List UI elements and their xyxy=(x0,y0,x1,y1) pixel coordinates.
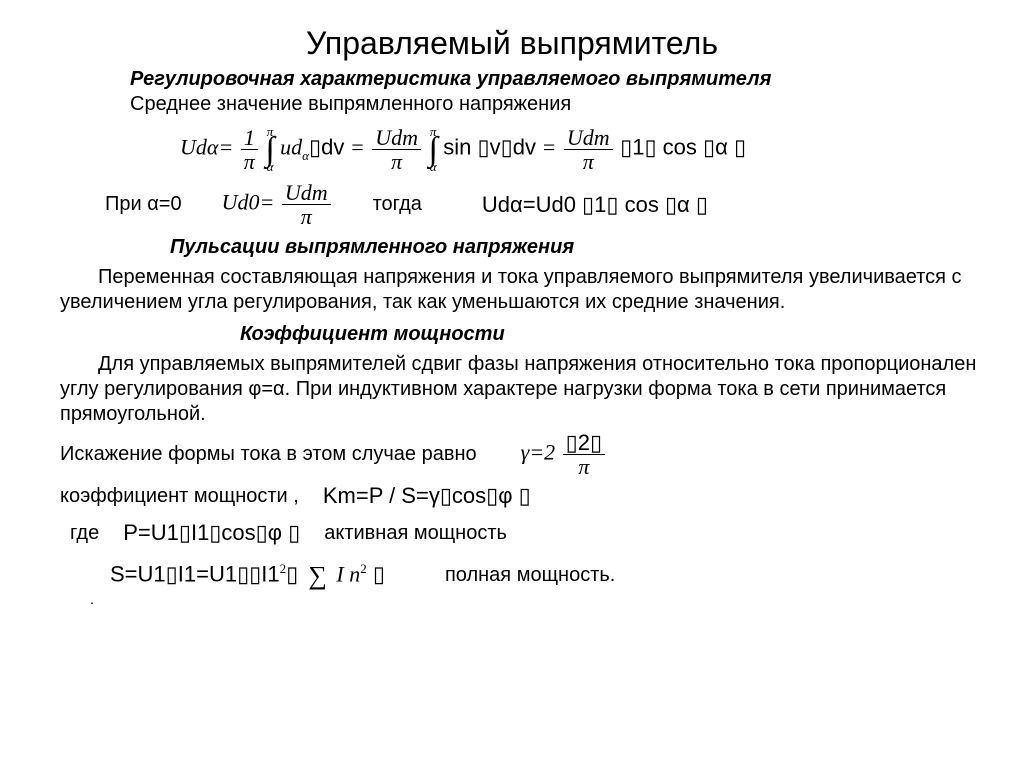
page-title: Управляемый выпрямитель xyxy=(40,25,984,62)
row-km: коэффициент мощности , Km=P / S=γ▯cos▯φ … xyxy=(60,483,984,510)
heading-regulation: Регулировочная характеристика управляемо… xyxy=(130,68,984,91)
num: Udm xyxy=(372,126,421,149)
sym: = xyxy=(529,440,544,465)
den: π xyxy=(241,149,258,173)
heading-pulsations: Пульсации выпрямленного напряжения xyxy=(170,236,984,259)
den: π xyxy=(563,454,605,478)
sym: ▯ xyxy=(286,561,304,586)
formula-ud0-row: При α=0 Ud0= Udmπ тогда Udα=Ud0 ▯1▯ cos … xyxy=(105,181,984,228)
num: Udm xyxy=(564,126,613,149)
num: Udm xyxy=(282,181,331,204)
sym: ▯dv xyxy=(309,135,344,160)
sym: S=U1▯I1=U1▯▯I1 xyxy=(110,561,280,586)
integral-icon: ∫ xyxy=(428,138,437,162)
sym: = xyxy=(350,135,365,160)
row-gamma: Искажение формы тока в этом случае равно… xyxy=(60,431,984,478)
sum-icon: ∑ xyxy=(308,561,327,591)
sym: 2 xyxy=(544,440,555,465)
row-full-power: S=U1▯I1=U1▯▯I12▯ ∑ I n2 ▯ полная мощност… xyxy=(110,561,984,591)
formula-p: P=U1▯I1▯cos▯φ ▯ xyxy=(123,520,300,546)
para-pulsations: Переменная составляющая напряжения и ток… xyxy=(60,265,984,315)
text-coef-label: коэффициент мощности , xyxy=(60,485,299,508)
trailing-dot: . xyxy=(90,591,984,607)
formula-udalpha-short: Udα=Ud0 ▯1▯ cos ▯α ▯ xyxy=(482,192,708,218)
sym: = xyxy=(541,135,556,160)
formula-km: Km=P / S=γ▯cos▯φ ▯ xyxy=(323,483,531,509)
integral-icon: ∫ xyxy=(265,138,274,162)
sym: ud xyxy=(280,135,302,160)
text-avg-value: Среднее значение выпрямленного напряжени… xyxy=(130,93,984,116)
int-bot: α xyxy=(428,161,437,173)
text-then: тогда xyxy=(373,193,422,216)
heading-power-coef: Коэффициент мощности xyxy=(240,323,984,346)
text: Переменная составляющая напряжения и ток… xyxy=(60,266,962,313)
text: Для управляемых выпрямителей сдвиг фазы … xyxy=(60,353,976,425)
sym: I n xyxy=(331,561,360,586)
sym: ▯ xyxy=(367,561,385,586)
row-active-power: где P=U1▯I1▯cos▯φ ▯ активная мощность xyxy=(70,520,984,547)
den: π xyxy=(282,204,331,228)
sym: = xyxy=(218,135,233,160)
text-where: где xyxy=(70,522,99,545)
sym: α xyxy=(302,148,309,163)
sym: sin ▯v▯dv xyxy=(443,135,536,160)
sym: = xyxy=(259,190,274,215)
sym: γ xyxy=(521,440,530,465)
den: π xyxy=(372,149,421,173)
num: 1 xyxy=(241,126,258,149)
para-power-coef: Для управляемых выпрямителей сдвиг фазы … xyxy=(60,352,984,427)
formula-udalpha: Udα= 1π π∫α udα▯dv = Udmπ π∫α sin ▯v▯dv … xyxy=(180,126,984,173)
num: ▯2▯ xyxy=(563,431,605,454)
text-active-power: активная мощность xyxy=(324,522,507,545)
sym: Udα xyxy=(180,135,218,160)
den: π xyxy=(564,149,613,173)
text-at-alpha-zero: При α=0 xyxy=(105,193,182,216)
text-full-power: полная мощность. xyxy=(445,564,615,587)
sym: ▯1▯ cos ▯α ▯ xyxy=(620,135,746,160)
sym: Ud0 xyxy=(222,190,260,215)
text-distortion: Искажение формы тока в этом случае равно xyxy=(60,443,477,466)
int-bot: α xyxy=(265,161,274,173)
slide-root: Управляемый выпрямитель Регулировочная х… xyxy=(0,0,1024,768)
